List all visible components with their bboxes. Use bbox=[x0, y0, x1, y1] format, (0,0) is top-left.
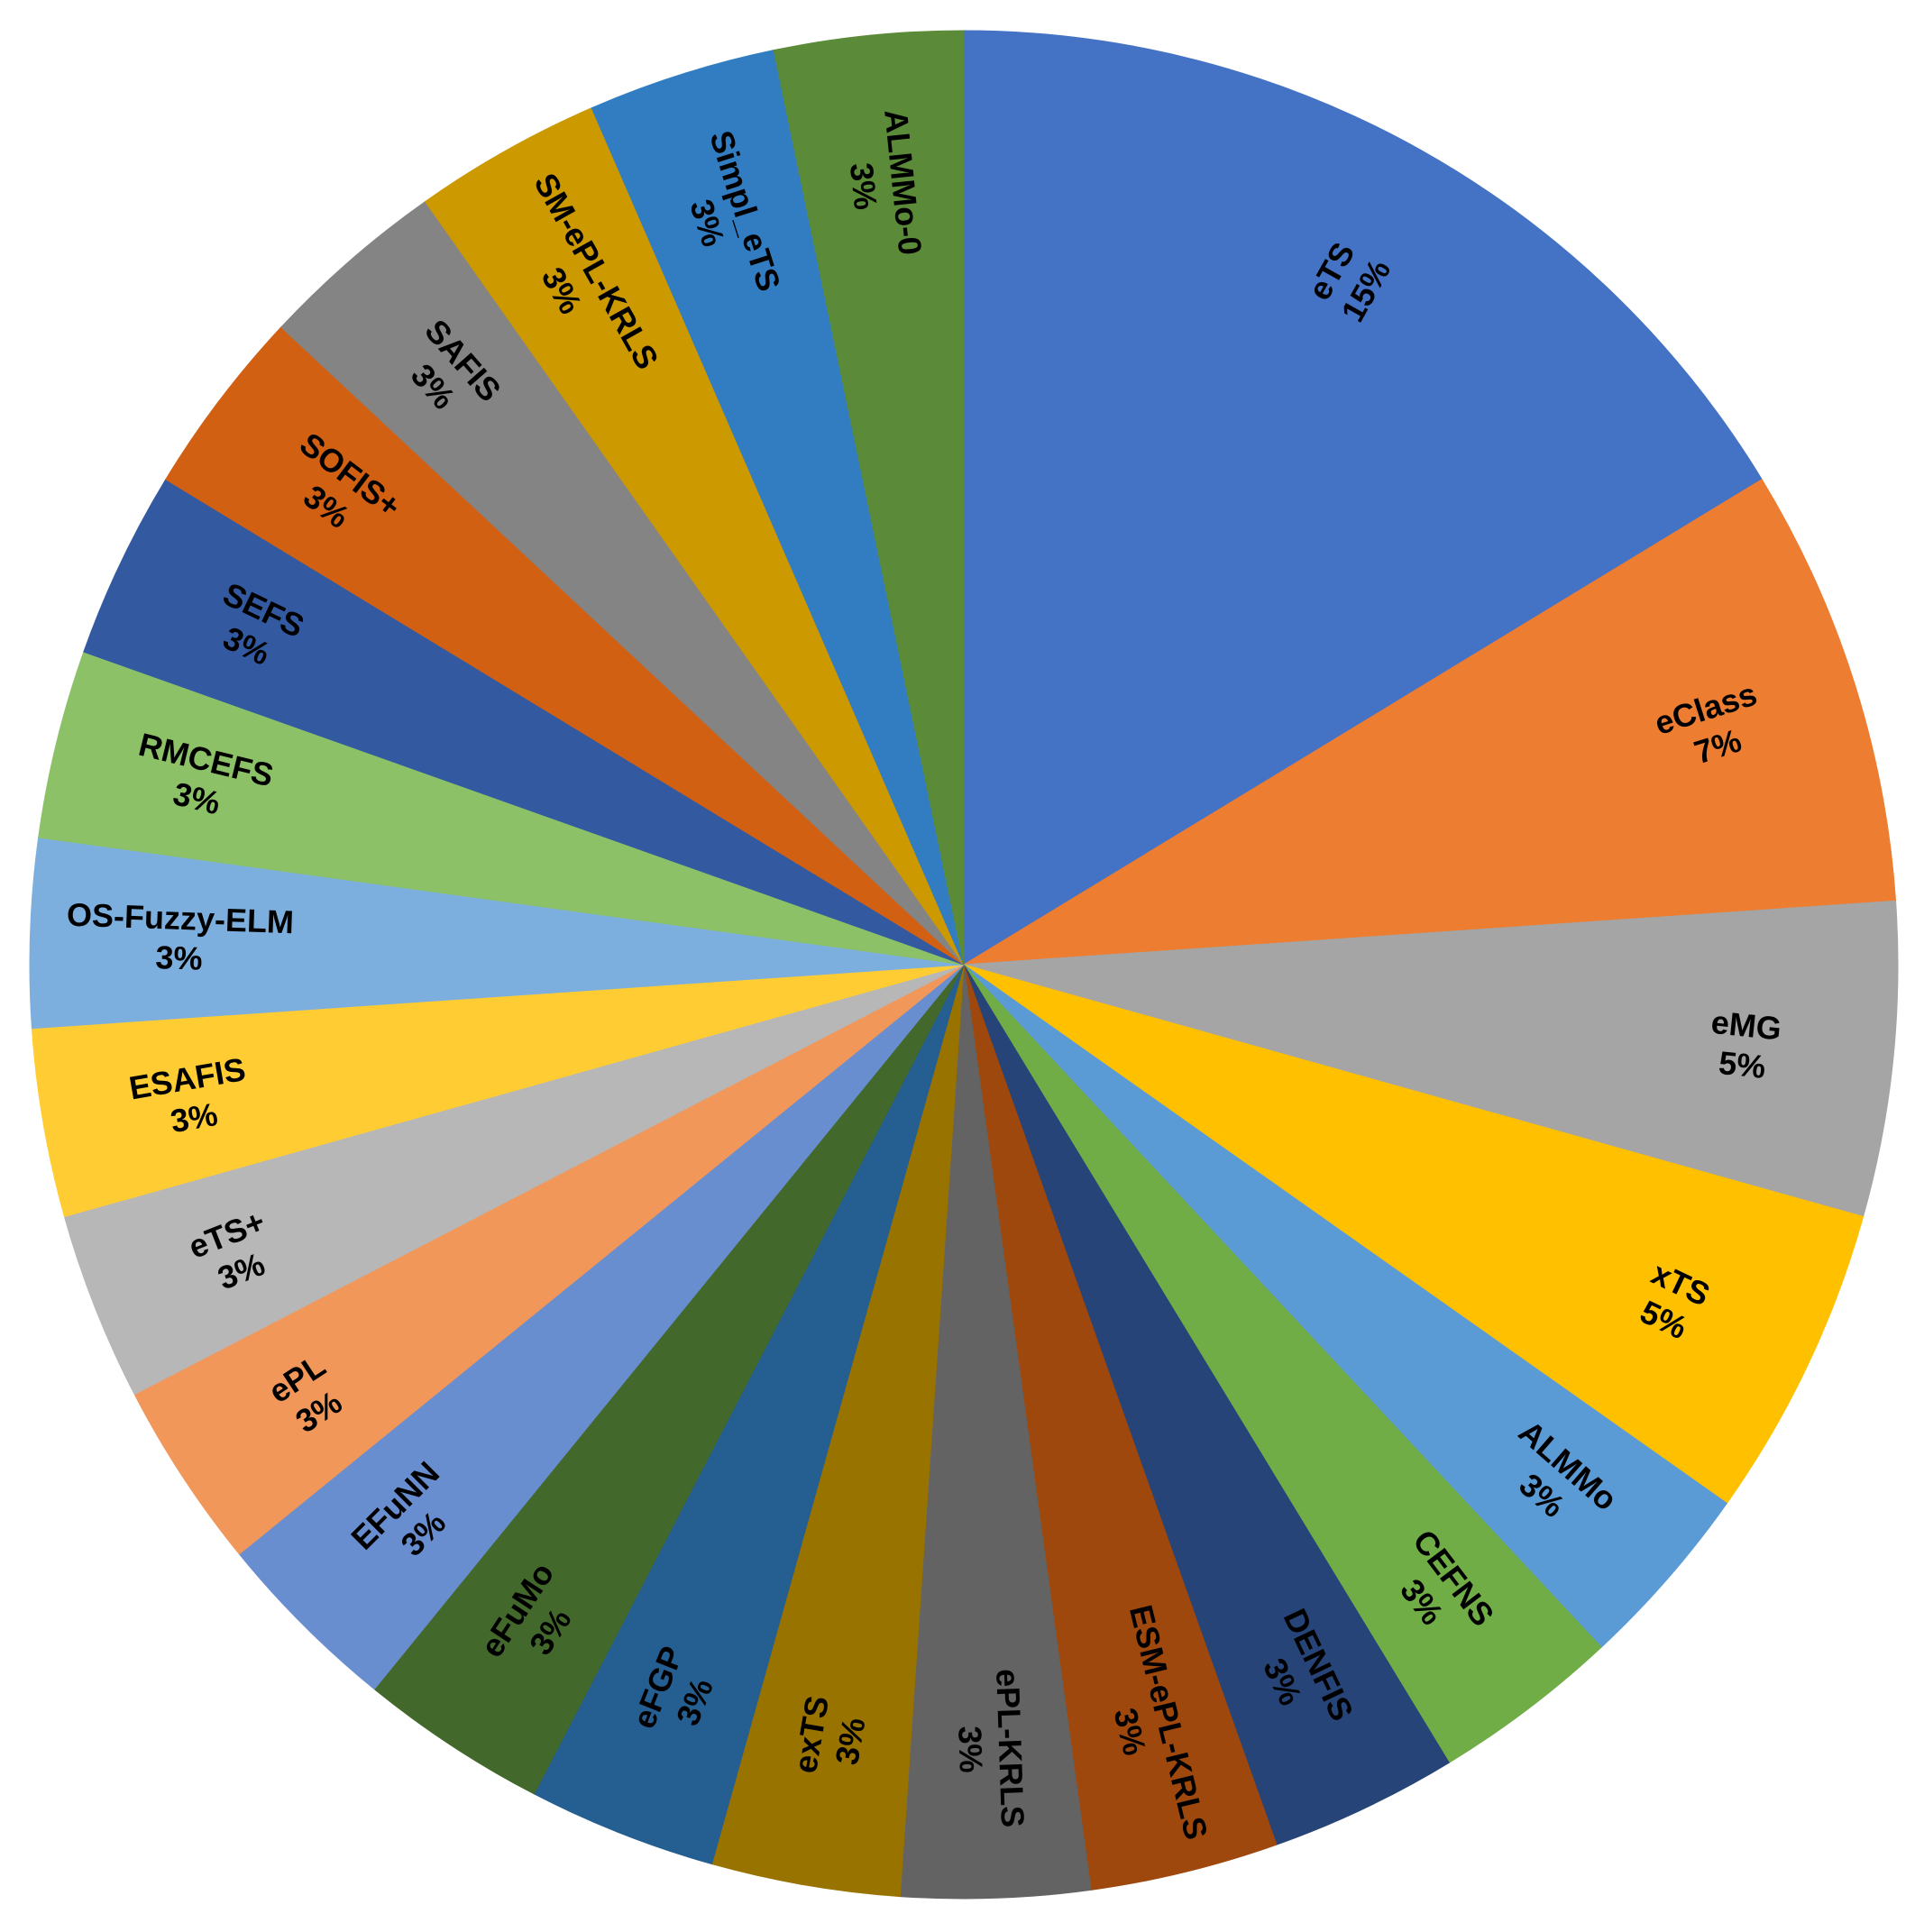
pie-slice-eclass bbox=[963, 479, 1897, 966]
pie-slice-ets bbox=[963, 30, 1763, 966]
data-label-percent: 3% bbox=[951, 1726, 990, 1773]
data-label-percent: 3% bbox=[843, 161, 884, 212]
data-label-percent: 3% bbox=[155, 939, 203, 977]
data-label-percent: 3% bbox=[828, 1715, 872, 1767]
data-label-name: OS-Fuzzy-ELM bbox=[66, 896, 294, 941]
data-label-percent: 3% bbox=[168, 1095, 220, 1140]
pie-slice-emg bbox=[963, 900, 1899, 1218]
pie-slice-almmo-0 bbox=[773, 30, 965, 966]
data-label-percent: 5% bbox=[1717, 1044, 1767, 1085]
data-label-name: ePL-KRLS bbox=[989, 1668, 1031, 1827]
data-label-name: eMG bbox=[1709, 1003, 1783, 1048]
pie-slices bbox=[29, 30, 1899, 1900]
pie-slice-xts bbox=[963, 964, 1864, 1505]
